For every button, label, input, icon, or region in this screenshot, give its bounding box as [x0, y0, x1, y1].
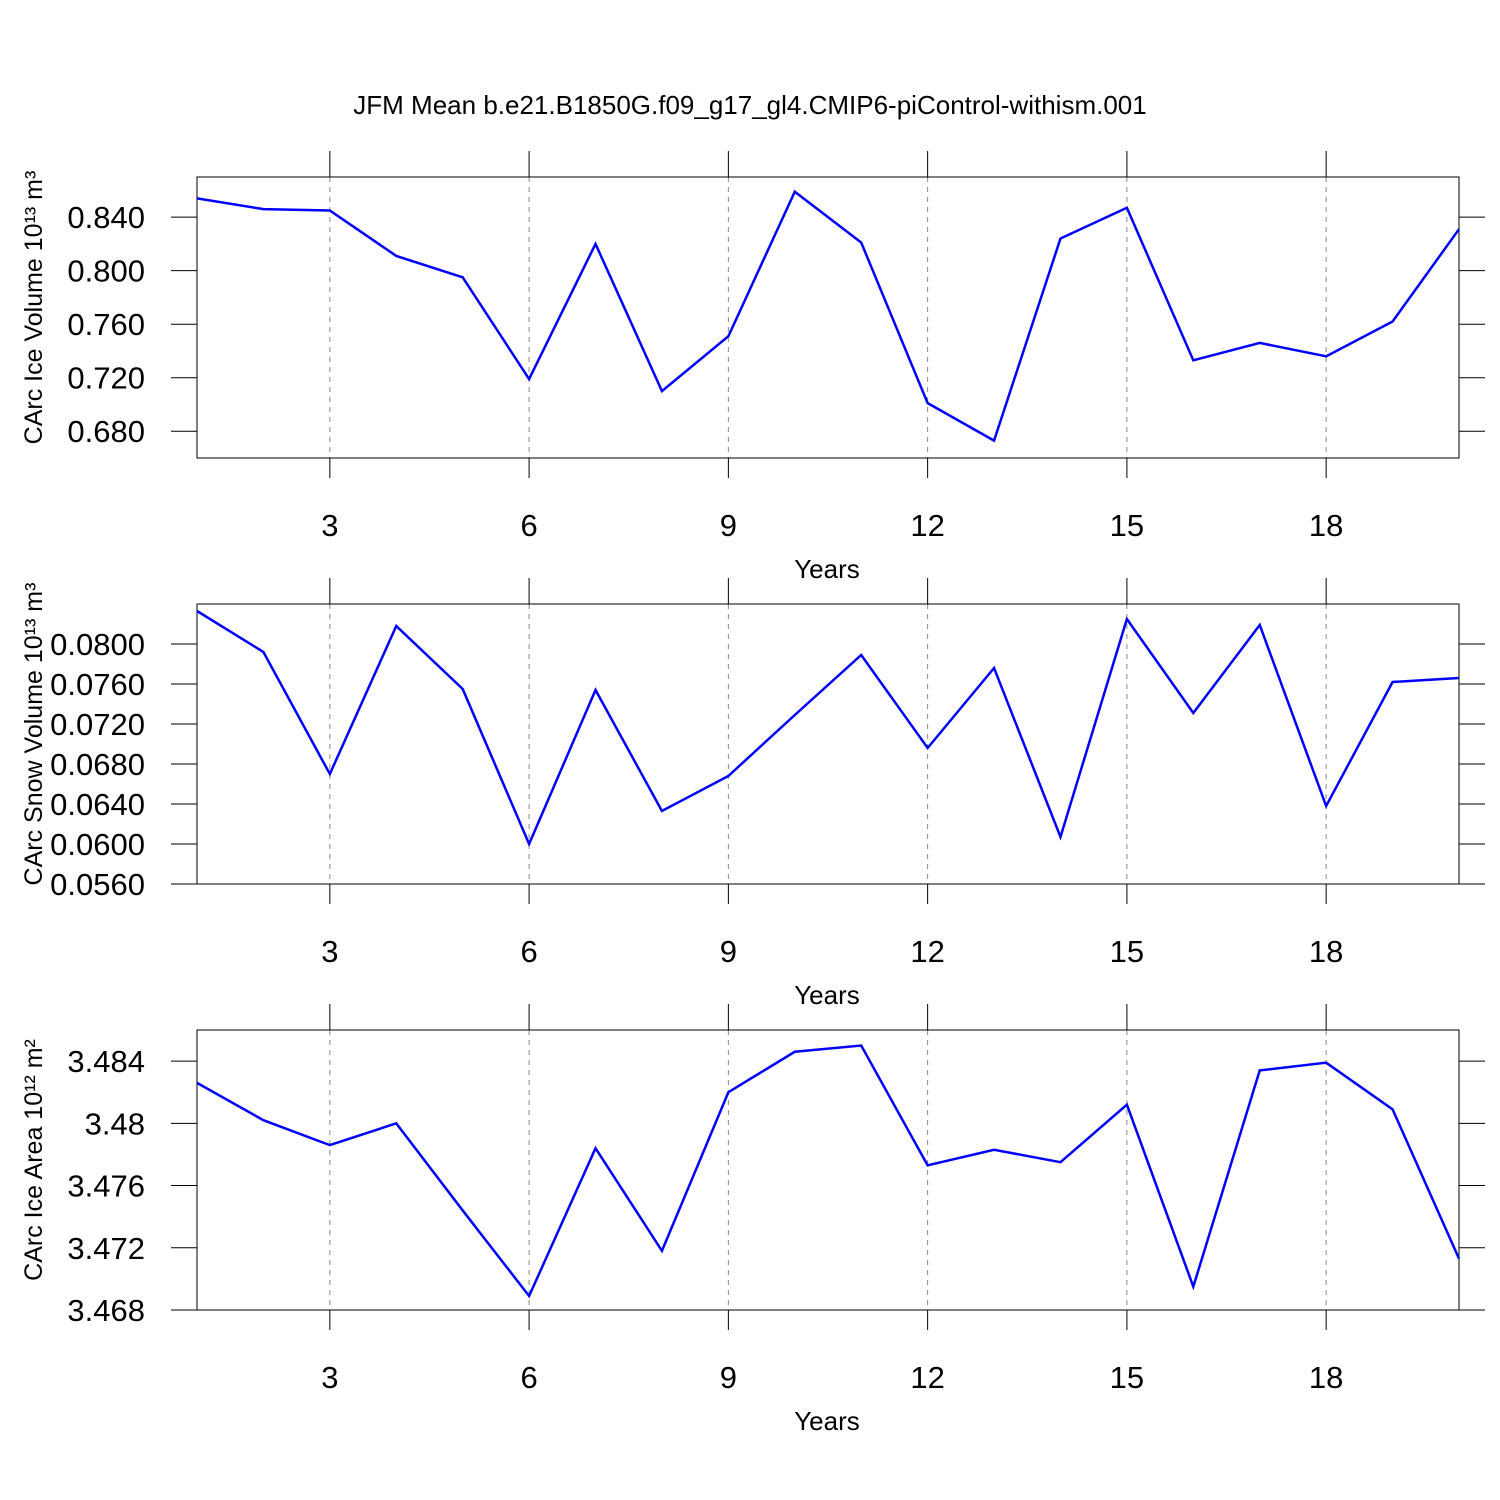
x-tick-label: 9 [720, 934, 737, 969]
plot-frame [196, 603, 1460, 885]
x-tick-label: 9 [720, 508, 737, 543]
x-axis-label: Years [794, 1406, 860, 1436]
y-tick-label: 0.0600 [50, 827, 145, 862]
y-tick-label: 0.0560 [50, 867, 145, 902]
y-tick-label: 0.840 [67, 200, 145, 235]
data-line [196, 1044, 1461, 1299]
panel: 3 6 9 12 15 18 0.0560 0.0600 0.0640 0.0680 0.0720 0… [20, 578, 1485, 1010]
y-tick-label: 0.0640 [50, 787, 145, 822]
y-tick-label: 0.800 [67, 254, 145, 289]
x-tick-label: 9 [720, 1360, 737, 1395]
x-tick-label: 6 [520, 934, 537, 969]
x-tick-label: 6 [520, 508, 537, 543]
x-tick-label: 18 [1309, 1360, 1343, 1395]
y-tick-label: 3.484 [67, 1044, 145, 1079]
x-tick-label: 18 [1309, 508, 1343, 543]
y-tick-label: 3.472 [67, 1231, 145, 1266]
data-line [196, 609, 1460, 848]
y-tick-label: 0.0760 [50, 667, 145, 702]
panel: 3 6 9 12 15 18 0.680 0.720 0.760 0.800 0.840 Years C… [20, 151, 1485, 584]
x-tick-label: 3 [321, 934, 338, 969]
y-tick-label: 3.476 [67, 1169, 145, 1204]
y-tick-label: 0.0720 [50, 707, 145, 742]
y-tick-label: 0.720 [67, 361, 145, 396]
x-tick-label: 6 [520, 1360, 537, 1395]
x-tick-label: 12 [910, 508, 944, 543]
y-tick-label: 0.760 [67, 307, 145, 342]
figure-title: JFM Mean b.e21.B1850G.f09_g17_gl4.CMIP6-… [353, 90, 1146, 120]
data-line [196, 189, 1461, 443]
y-tick-label: 3.48 [85, 1106, 145, 1141]
y-tick-label: 0.0680 [50, 747, 145, 782]
x-tick-label: 3 [321, 508, 338, 543]
x-tick-label: 15 [1110, 934, 1144, 969]
panel: 3 6 9 12 15 18 3.468 3.472 3.476 3.48 3.484 Years CA… [20, 1004, 1485, 1436]
x-tick-label: 12 [910, 1360, 944, 1395]
plot-frame [196, 1029, 1460, 1311]
x-axis-label: Years [794, 980, 860, 1010]
y-tick-label: 0.0800 [50, 627, 145, 662]
x-tick-label: 15 [1110, 1360, 1144, 1395]
y-tick-label: 0.680 [67, 414, 145, 449]
x-tick-label: 15 [1110, 508, 1144, 543]
y-axis-label: CArc Ice Volume 10¹³ m³ [20, 171, 48, 445]
y-tick-label: 3.468 [67, 1293, 145, 1328]
x-tick-label: 12 [910, 934, 944, 969]
plot-frame [196, 176, 1460, 459]
y-axis-label: CArc Ice Area 10¹² m² [20, 1039, 48, 1281]
x-tick-label: 3 [321, 1360, 338, 1395]
x-tick-label: 18 [1309, 934, 1343, 969]
y-axis-label: CArc Snow Volume 10¹³ m³ [20, 583, 48, 886]
x-axis-label: Years [794, 554, 860, 584]
